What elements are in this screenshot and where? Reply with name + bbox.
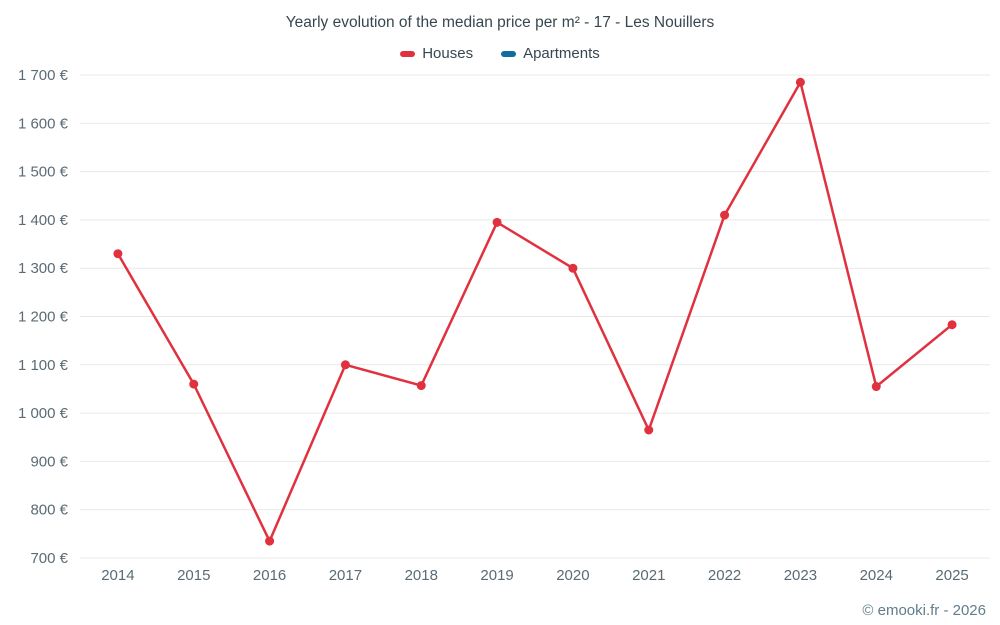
legend-label-apartments: Apartments (523, 45, 600, 62)
data-point-houses[interactable] (113, 249, 123, 259)
y-axis-tick-label: 900 € (30, 453, 68, 470)
data-point-houses[interactable] (568, 263, 578, 273)
x-axis-tick-label: 2023 (784, 567, 817, 584)
y-axis-tick-label: 1 500 € (18, 164, 69, 181)
legend-item-houses[interactable]: Houses (400, 45, 473, 62)
chart-legend: Houses Apartments (0, 45, 1000, 62)
x-axis-tick-label: 2019 (480, 567, 513, 584)
x-axis-tick-label: 2021 (632, 567, 665, 584)
y-axis-tick-label: 1 600 € (18, 115, 69, 132)
y-axis-tick-label: 1 300 € (18, 260, 69, 277)
x-axis-tick-label: 2017 (329, 567, 362, 584)
y-axis-tick-label: 1 100 € (18, 357, 69, 374)
y-axis-tick-label: 800 € (30, 502, 68, 519)
y-axis-tick-label: 1 700 € (18, 67, 69, 84)
data-point-houses[interactable] (720, 210, 730, 220)
legend-label-houses: Houses (422, 45, 474, 62)
x-axis-tick-label: 2018 (405, 567, 438, 584)
series-line-houses (116, 80, 954, 543)
y-axis-tick-label: 1 000 € (18, 405, 69, 422)
y-axis-tick-label: 1 400 € (18, 212, 69, 229)
data-point-houses[interactable] (492, 217, 502, 227)
data-point-houses[interactable] (340, 360, 350, 370)
x-axis-tick-label: 2022 (708, 567, 741, 584)
y-axis-tick-label: 700 € (30, 550, 68, 567)
x-axis-tick-label: 2016 (253, 567, 286, 584)
data-point-houses[interactable] (795, 77, 805, 87)
data-point-houses[interactable] (265, 536, 275, 546)
data-point-houses[interactable] (189, 379, 199, 389)
x-axis-tick-label: 2024 (860, 567, 893, 584)
y-axis-tick-label: 1 200 € (18, 309, 69, 326)
data-point-houses[interactable] (947, 320, 957, 330)
x-axis-tick-label: 2025 (935, 567, 968, 584)
data-point-houses[interactable] (644, 425, 654, 435)
x-axis-tick-label: 2014 (101, 567, 134, 584)
legend-item-apartments[interactable]: Apartments (501, 45, 600, 62)
data-point-houses[interactable] (416, 381, 426, 391)
chart-title: Yearly evolution of the median price per… (285, 14, 715, 31)
x-axis-tick-label: 2020 (556, 567, 589, 584)
x-axis-tick-label: 2015 (177, 567, 210, 584)
data-point-houses[interactable] (871, 382, 881, 392)
watermark: © emooki.fr - 2026 (862, 602, 986, 619)
apartments-swatch-icon (501, 50, 517, 57)
houses-swatch-icon (400, 50, 416, 57)
